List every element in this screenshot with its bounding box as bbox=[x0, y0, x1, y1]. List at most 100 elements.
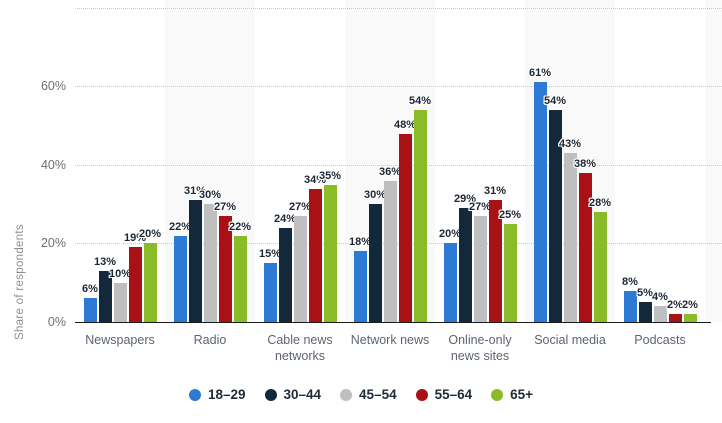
plot-area: 6% 13% 10% 19% 20% 22% 31% 30% 27% 22% 15% 24% 27% 34… bbox=[75, 0, 722, 322]
legend-label: 18–29 bbox=[207, 387, 246, 402]
bar[interactable]: 27% bbox=[214, 201, 236, 322]
legend-label: 65+ bbox=[510, 387, 534, 402]
category-label: Social media bbox=[534, 333, 606, 347]
bar[interactable]: 10% bbox=[109, 268, 131, 322]
bar-value-label: 13% bbox=[93, 255, 117, 268]
bar[interactable]: 54% bbox=[409, 95, 431, 322]
bar-value-label: 48% bbox=[393, 118, 417, 131]
bar[interactable]: 15% bbox=[259, 248, 281, 322]
legend-label: 45–54 bbox=[359, 387, 397, 402]
bar[interactable]: 30% bbox=[364, 189, 386, 322]
bar-value-label: 30% bbox=[198, 189, 222, 202]
bar[interactable]: 2% bbox=[667, 299, 683, 322]
bar-value-label: 34% bbox=[303, 173, 327, 186]
legend: 18–29 30–44 45–54 55–64 65+ bbox=[0, 387, 722, 402]
bar[interactable]: 8% bbox=[622, 276, 638, 322]
bar-value-label: 54% bbox=[408, 94, 432, 107]
bar[interactable]: 20% bbox=[439, 228, 461, 322]
bar-value-label: 10% bbox=[108, 267, 132, 280]
legend-color-dot-icon bbox=[491, 388, 504, 401]
bar[interactable]: 28% bbox=[589, 197, 611, 322]
bar-value-label: 6% bbox=[82, 283, 98, 296]
bar[interactable]: 48% bbox=[394, 119, 416, 322]
y-tick-label: 0% bbox=[47, 315, 66, 329]
legend-item[interactable]: 30–44 bbox=[264, 387, 322, 402]
legend-label: 55–64 bbox=[434, 387, 473, 402]
bar-value-label: 4% bbox=[652, 291, 668, 304]
bar[interactable]: 13% bbox=[94, 256, 116, 322]
bar-value-label: 28% bbox=[588, 197, 612, 210]
bar[interactable]: 54% bbox=[544, 95, 566, 322]
bar-value-label: 61% bbox=[528, 67, 552, 80]
bar[interactable]: 25% bbox=[499, 209, 521, 322]
legend-color-dot-icon bbox=[188, 388, 201, 401]
gridline bbox=[75, 7, 722, 9]
bar[interactable]: 2% bbox=[682, 299, 698, 322]
bar-value-label: 18% bbox=[348, 236, 372, 249]
bar[interactable]: 30% bbox=[199, 189, 221, 322]
bar-value-label: 31% bbox=[183, 185, 207, 198]
bar[interactable]: 19% bbox=[124, 232, 146, 322]
bar[interactable]: 22% bbox=[229, 221, 251, 322]
bar[interactable]: 31% bbox=[484, 185, 506, 322]
bar-value-label: 31% bbox=[483, 185, 507, 198]
legend-item[interactable]: 18–29 bbox=[188, 387, 246, 402]
legend-item[interactable]: 55–64 bbox=[415, 387, 473, 402]
bar[interactable]: 31% bbox=[184, 185, 206, 322]
bar-group: 15% 24% 27% 34% 35% bbox=[255, 0, 345, 322]
bar-value-label: 5% bbox=[637, 287, 653, 300]
bar-group: 22% 31% 30% 27% 22% bbox=[165, 0, 255, 322]
bar[interactable]: 43% bbox=[559, 138, 581, 322]
bar-value-label: 22% bbox=[168, 220, 192, 233]
category-label: Radio bbox=[193, 333, 227, 347]
y-tick-label: 20% bbox=[40, 236, 66, 251]
bar-group: 6% 13% 10% 19% 20% bbox=[75, 0, 165, 322]
bar[interactable]: 24% bbox=[274, 213, 296, 322]
bar-value-label: 20% bbox=[138, 228, 162, 241]
bar-value-label: 43% bbox=[558, 138, 582, 151]
bar-value-label: 15% bbox=[258, 248, 282, 261]
bar-value-label: 54% bbox=[543, 94, 567, 107]
category-label: Cable news networks bbox=[267, 333, 333, 364]
bar[interactable]: 35% bbox=[319, 170, 341, 322]
bar-value-label: 29% bbox=[453, 193, 477, 206]
y-tick-label: 40% bbox=[40, 157, 66, 172]
bar-value-label: 8% bbox=[622, 275, 638, 288]
category-label: Podcasts bbox=[634, 333, 686, 347]
bar[interactable]: 29% bbox=[454, 193, 476, 322]
bar-value-label: 30% bbox=[363, 189, 387, 202]
legend-color-dot-icon bbox=[415, 388, 428, 401]
bar[interactable]: 20% bbox=[139, 228, 161, 322]
bar-value-label: 27% bbox=[213, 200, 237, 213]
bar[interactable]: 27% bbox=[469, 201, 491, 322]
bar[interactable]: 61% bbox=[529, 67, 551, 322]
bar-value-label: 2% bbox=[682, 299, 698, 312]
bar[interactable]: 27% bbox=[289, 201, 311, 322]
bar-value-label: 27% bbox=[288, 200, 312, 213]
bar[interactable]: 18% bbox=[349, 236, 371, 322]
bar[interactable]: 5% bbox=[637, 287, 653, 322]
bar-group: 20% 29% 27% 31% 25% bbox=[435, 0, 525, 322]
legend-item[interactable]: 45–54 bbox=[340, 387, 397, 402]
bar-value-label: 22% bbox=[228, 220, 252, 233]
bar-value-label: 24% bbox=[273, 212, 297, 225]
bar[interactable]: 38% bbox=[574, 158, 596, 322]
bar[interactable]: 36% bbox=[379, 166, 401, 322]
bar-value-label: 19% bbox=[123, 232, 147, 245]
bar-value-label: 20% bbox=[438, 228, 462, 241]
bar[interactable]: 22% bbox=[169, 221, 191, 322]
x-axis-line bbox=[75, 322, 711, 323]
category-band bbox=[615, 0, 705, 322]
bar[interactable]: 6% bbox=[82, 283, 98, 322]
category-label: Online-only news sites bbox=[448, 333, 512, 364]
legend-item[interactable]: 65+ bbox=[491, 387, 533, 402]
bar[interactable]: 34% bbox=[304, 174, 326, 322]
category-band bbox=[705, 0, 722, 322]
bar-value-label: 35% bbox=[318, 169, 342, 182]
legend-label: 30–44 bbox=[283, 387, 322, 402]
legend-color-dot-icon bbox=[264, 388, 277, 401]
bar[interactable]: 4% bbox=[652, 291, 668, 322]
bar-value-label: 36% bbox=[378, 165, 402, 178]
bar-value-label: 2% bbox=[667, 299, 683, 312]
